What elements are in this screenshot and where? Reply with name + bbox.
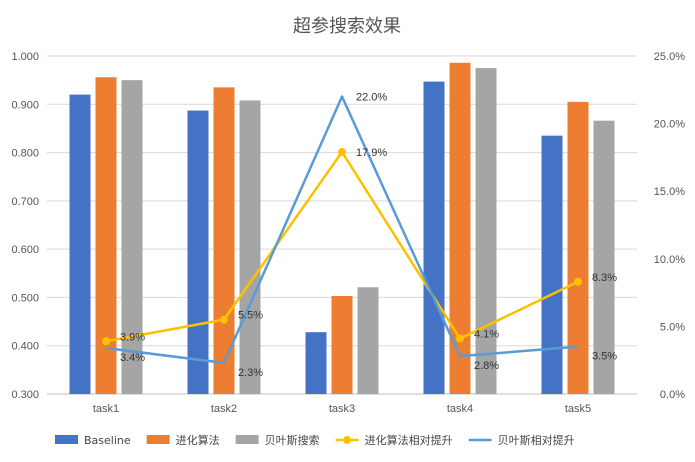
bar [541,135,563,394]
data-label: 8.3% [592,272,617,284]
data-label: 4.1% [474,329,499,341]
bar [187,110,209,394]
right-tick-label: 20.0% [654,119,685,131]
right-tick-label: 25.0% [654,51,685,63]
left-axis: 0.300 0.400 0.500 0.600 0.700 0.800 0.900 1.000 [11,51,39,401]
chart-title: 超参搜索效果 [293,16,401,37]
legend-marker [343,436,352,444]
right-tick-label: 10.0% [654,254,685,266]
data-labels: 3.9% 5.5% 17.9% 4.1% 8.3% 3.4% 2.3% 22.0% 2.8% 3.… [120,92,617,379]
legend-item: 进化算法相对提升 [335,433,453,447]
legend-label: 贝叶斯相对提升 [498,433,575,447]
legend-label: Baseline [84,434,131,447]
category-tick-label: task2 [211,403,237,415]
bar [239,100,261,395]
bar [69,94,91,394]
data-label: 3.5% [592,351,617,363]
right-tick-label: 15.0% [654,186,685,198]
legend-swatch [55,435,78,444]
left-tick-label: 0.500 [11,292,39,304]
lines [102,95,582,365]
bar [305,332,327,394]
left-tick-label: 0.300 [11,389,39,401]
legend-label: 进化算法 [176,433,220,447]
right-tick-label: 5.0% [660,321,685,333]
category-tick-label: task5 [565,403,591,415]
legend-item: Baseline [55,434,131,447]
left-tick-label: 0.700 [11,196,39,208]
category-tick-label: task1 [93,403,119,415]
line-marker [102,337,110,346]
legend-item: 进化算法 [146,433,220,447]
right-axis: 0.0% 5.0% 10.0% 15.0% 20.0% 25.0% [654,51,685,401]
bar [593,120,615,395]
line-marker [338,147,346,156]
right-tick-label: 0.0% [660,389,685,401]
x-axis: task1 task2 task3 task4 task5 [93,403,591,415]
line-marker [220,315,228,324]
left-tick-label: 0.600 [11,244,39,256]
bar [121,80,143,395]
data-label: 3.9% [120,331,145,343]
line-marker [456,334,464,343]
legend-label: 进化算法相对提升 [365,433,453,447]
left-tick-label: 0.400 [11,341,39,353]
line-marker [574,277,582,286]
legend-item: 贝叶斯相对提升 [468,433,575,447]
data-label: 3.4% [120,352,145,364]
data-label: 22.0% [356,92,387,104]
legend-item: 贝叶斯搜索 [235,433,320,447]
left-tick-label: 0.800 [11,148,39,160]
bar [95,77,117,394]
left-tick-label: 1.000 [11,51,39,63]
data-label: 2.8% [474,360,499,372]
bar [213,87,235,394]
bar [475,68,497,395]
bar [423,81,445,394]
legend-swatch [235,435,259,444]
data-label: 17.9% [356,147,387,159]
data-label: 5.5% [238,310,263,322]
bar [357,287,379,394]
legend-swatch [146,435,170,444]
legend-label: 贝叶斯搜索 [265,433,320,447]
bar [449,62,471,394]
series-line [105,95,579,365]
bar [567,101,589,394]
bar [331,295,353,394]
legend: Baseline 进化算法 贝叶斯搜索 进化算法相对提升 贝叶斯相对提升 [55,433,575,447]
category-tick-label: task3 [329,403,355,415]
data-label: 2.3% [238,367,263,379]
category-tick-label: task4 [447,403,473,415]
bars [69,62,615,395]
left-tick-label: 0.900 [11,99,39,111]
